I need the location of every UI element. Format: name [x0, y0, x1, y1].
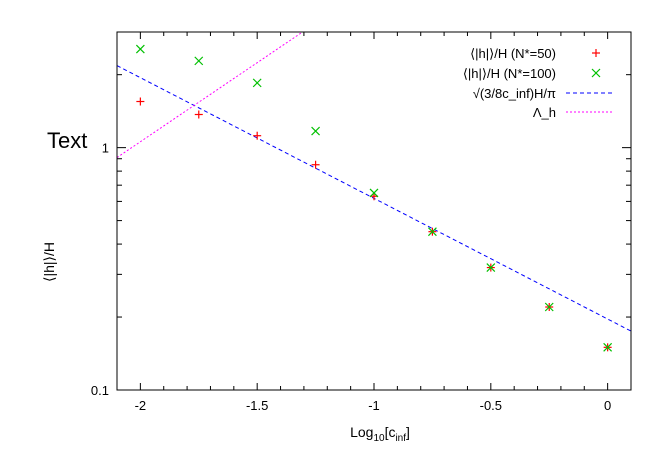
cross-mark-b	[252, 78, 262, 88]
data-point-s1	[486, 263, 496, 272]
data-point-s0	[253, 131, 262, 140]
cross-mark-b	[603, 342, 613, 352]
legend-label-3: Λ_h	[533, 105, 556, 120]
x-tick-label: -1	[368, 398, 380, 413]
x-axis-label-sub: 10	[373, 433, 385, 444]
legend-swatch-0	[592, 49, 600, 57]
data-point-s0	[136, 97, 145, 106]
cross-mark-b	[369, 188, 379, 198]
data-point-s0	[311, 160, 320, 169]
data-point-s1	[252, 78, 262, 88]
data-point-s1	[194, 56, 204, 66]
data-point-s1	[603, 342, 613, 352]
y-tick-label: 1	[102, 141, 109, 156]
series-line-3	[117, 32, 304, 158]
data-point-s1	[135, 44, 145, 54]
cross-mark-b	[194, 56, 204, 66]
y-tick-label: 0.1	[91, 383, 109, 398]
legend-label-1: ⟨|h|⟩/H (N*=100)	[463, 66, 556, 81]
cross-mark-b	[544, 302, 554, 312]
data-point-s1	[427, 227, 437, 237]
cross-mark-b	[311, 126, 321, 136]
data-point-s1	[544, 302, 554, 312]
x-axis-label-bracket: [c	[385, 424, 396, 440]
x-axis-label-bracket-sub: inf	[395, 433, 406, 444]
data-point-s0	[194, 110, 203, 119]
data-point-s1	[369, 188, 379, 198]
x-axis-label: Log10[cinf]	[350, 424, 410, 444]
y-axis-label: ⟨|h|⟩/H	[41, 242, 57, 282]
legend-cross-b	[591, 68, 601, 78]
data-point-s1	[311, 126, 321, 136]
cross-mark-b	[135, 44, 145, 54]
x-axis-label-main: Log	[350, 424, 373, 440]
cross-mark-b	[486, 263, 496, 272]
x-tick-label: 0	[604, 398, 611, 413]
legend: ⟨|h|⟩/H (N*=50) ⟨|h|⟩/H (N*=100) √(3/8c_in…	[463, 46, 614, 120]
x-tick-label: -2	[135, 398, 147, 413]
legend-label-0: ⟨|h|⟩/H (N*=50)	[470, 46, 556, 61]
x-tick-label: -1.5	[246, 398, 268, 413]
chart-marks	[117, 32, 631, 352]
cross-mark-b	[427, 227, 437, 237]
x-axis-label-end: ]	[406, 424, 410, 440]
overlay-text: Text	[47, 128, 87, 153]
chart-axes: -2 -1.5 -1 -0.5 0 0.1 1	[91, 31, 632, 413]
legend-swatch-1	[591, 68, 601, 78]
x-tick-label: -0.5	[480, 398, 502, 413]
legend-label-2: √(3/8c_inf)H/π	[473, 86, 556, 101]
